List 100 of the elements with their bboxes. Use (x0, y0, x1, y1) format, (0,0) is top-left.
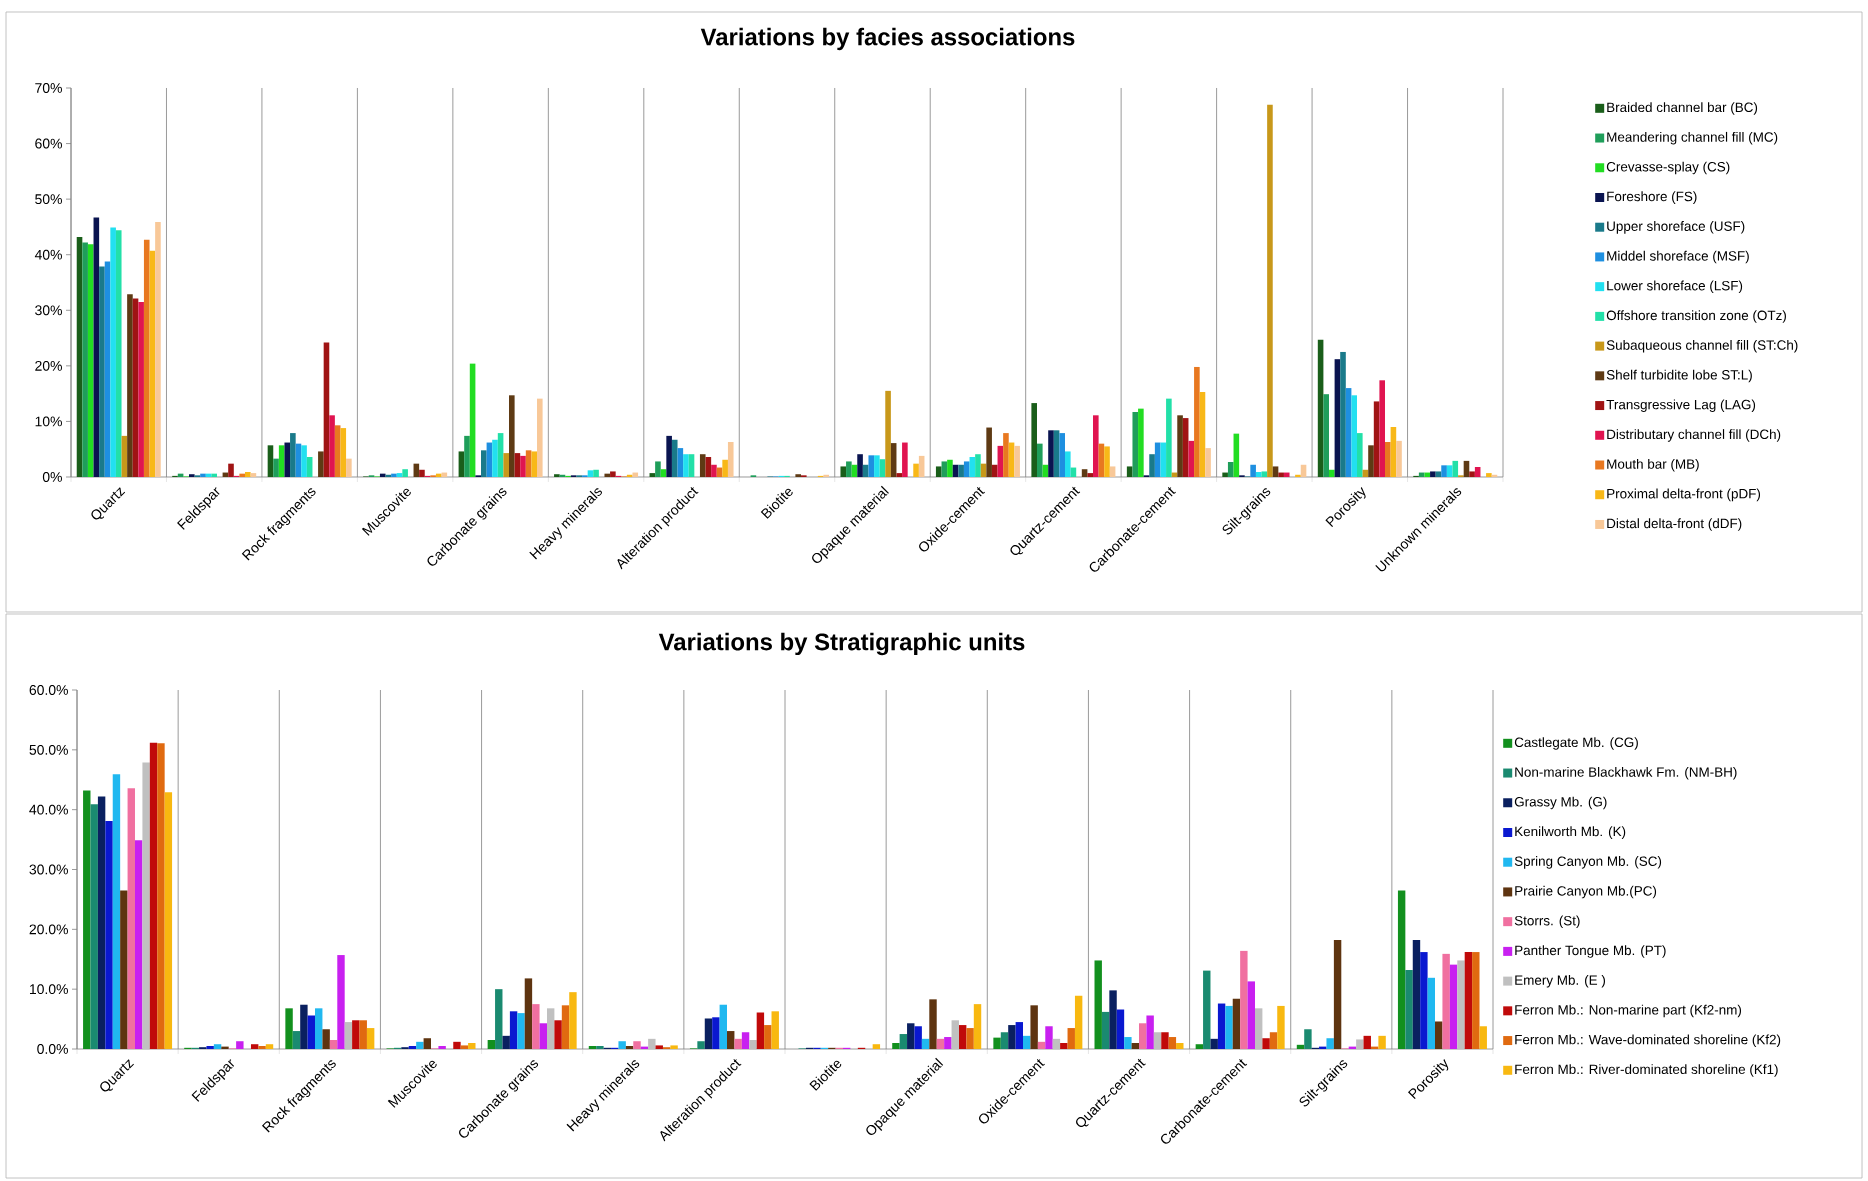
bar (1131, 1043, 1139, 1049)
bar (633, 1041, 641, 1049)
bar (1486, 473, 1492, 477)
bar (1356, 1039, 1364, 1049)
bar (1446, 465, 1453, 477)
y-tick-label: 30.0% (29, 864, 68, 875)
bar (1081, 469, 1088, 477)
bar (1023, 1035, 1031, 1049)
bar (711, 464, 717, 477)
y-tick-label: 60% (35, 138, 62, 149)
bar (704, 1018, 713, 1049)
bar (1340, 351, 1346, 477)
bar (273, 458, 279, 477)
bar (344, 1022, 353, 1049)
legend-label: Transgressive Lag (LAG) (1606, 399, 1756, 412)
y-tick-label: 20.0% (29, 924, 68, 935)
bar (1126, 466, 1133, 477)
bar (1424, 472, 1431, 477)
bar (285, 1008, 293, 1049)
bar (1203, 970, 1211, 1049)
bar (115, 230, 122, 477)
bar (846, 461, 852, 477)
bar (1326, 1038, 1334, 1049)
bar (1405, 970, 1413, 1049)
legend-label: Meandering channel fill (MC) (1607, 131, 1778, 145)
bar (468, 1043, 476, 1049)
bar (941, 461, 948, 477)
bar (1014, 445, 1020, 477)
bar (879, 459, 886, 477)
bar (857, 454, 863, 477)
bar (1067, 1028, 1075, 1049)
bar (546, 1008, 555, 1049)
bar (525, 450, 532, 477)
bar (1225, 1005, 1233, 1049)
bar (1373, 401, 1380, 477)
bar (460, 1045, 469, 1049)
bar (660, 469, 667, 477)
bar (464, 435, 470, 477)
bar (250, 1044, 259, 1049)
bar (537, 398, 543, 477)
bar (1195, 1044, 1204, 1049)
bar (1124, 1037, 1132, 1049)
bar (1188, 440, 1195, 477)
bar (1457, 960, 1465, 1049)
bar (1210, 1038, 1218, 1049)
bar (334, 425, 341, 477)
bar (211, 473, 217, 477)
bar (868, 455, 875, 477)
bar (284, 442, 291, 477)
y-tick-label: 0.0% (37, 1044, 68, 1054)
bar (200, 473, 206, 477)
bar (1037, 443, 1043, 477)
bar (951, 1020, 959, 1049)
bar (402, 469, 408, 477)
bar (1442, 953, 1450, 1049)
bar (292, 1031, 301, 1049)
bar (502, 1035, 510, 1049)
bar (986, 427, 992, 477)
bar (300, 1004, 308, 1049)
legend-label: Castlegate Mb. (CG) (1514, 737, 1638, 750)
bar (359, 1020, 367, 1049)
bar (823, 474, 830, 477)
bar (1379, 380, 1386, 477)
legend-label: Emery Mb. (E ) (1515, 974, 1606, 988)
bar (741, 1032, 750, 1049)
bar (142, 762, 150, 1049)
bar (1278, 472, 1284, 477)
legend-label: Ferron Mb.: Wave-dominated shoreline (Kf2) (1515, 1034, 1781, 1047)
bar (134, 840, 143, 1049)
bar (561, 1005, 570, 1049)
legend-label: Foreshore (FS) (1607, 191, 1697, 204)
bar (1093, 415, 1099, 477)
legend-label: Ferron Mb.: Non-marine part (Kf2-nm) (1515, 1004, 1742, 1018)
bar (688, 454, 695, 477)
bar (245, 471, 251, 477)
bar (840, 466, 847, 477)
bar (379, 473, 386, 477)
bar (329, 415, 335, 477)
bar (1008, 1025, 1016, 1049)
legend-label: Non-marine Blackhawk Fm. (NM-BH) (1515, 766, 1737, 780)
bar (1397, 890, 1406, 1049)
bar (99, 266, 105, 477)
bar (419, 469, 425, 477)
bar (1048, 430, 1054, 477)
chart-title: Variations by facies associations (700, 27, 1075, 51)
bar (438, 1046, 446, 1049)
bar (110, 227, 116, 477)
bar (1176, 1043, 1184, 1049)
bar (495, 989, 503, 1049)
bar (1333, 940, 1342, 1049)
legend-label: Middel shoreface (MSF) (1607, 250, 1749, 264)
bar (1449, 964, 1458, 1049)
bar (1003, 433, 1009, 477)
bar (683, 454, 689, 477)
bar (1227, 461, 1234, 477)
bar (935, 466, 942, 477)
bar (492, 439, 498, 477)
bar (1368, 445, 1374, 477)
bar (1045, 1026, 1053, 1049)
y-tick-label: 0% (42, 472, 62, 482)
